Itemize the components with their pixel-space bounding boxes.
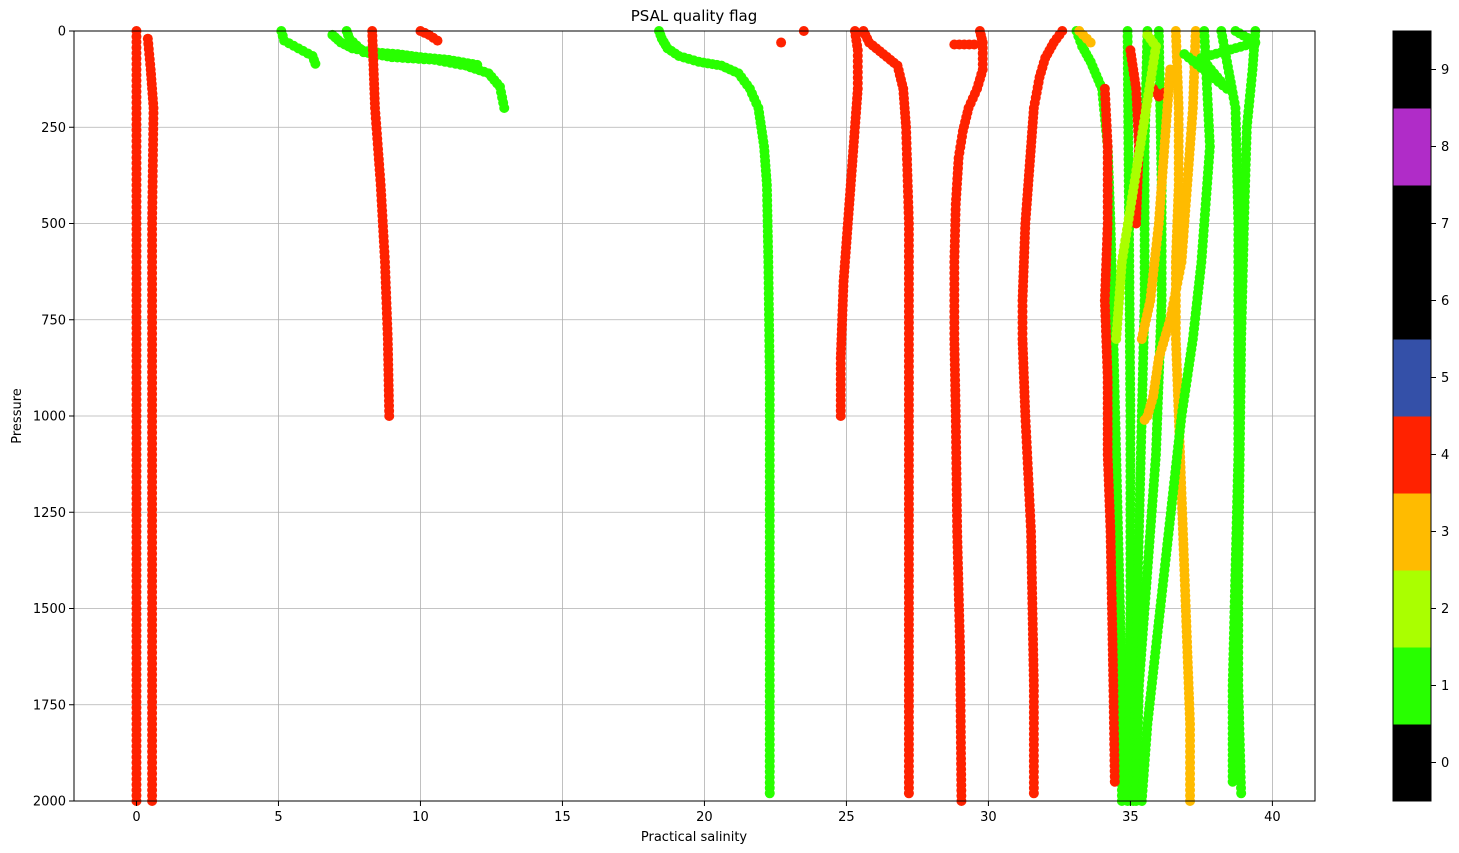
scatter-marks (131, 26, 1261, 806)
x-tick-label: 40 (1264, 810, 1281, 825)
data-point (776, 37, 787, 48)
y-axis-label: Pressure (10, 388, 25, 444)
colorbar-tick-label: 7 (1441, 217, 1449, 232)
colorbar-segment (1393, 416, 1431, 494)
data-point (1028, 788, 1039, 799)
colorbar-segment (1393, 339, 1431, 417)
y-tick-label: 1000 (33, 410, 66, 425)
data-point (1227, 776, 1238, 787)
y-axis: 0 250 500 750 1000 1250 1500 1750 2000 (33, 25, 74, 810)
data-point (384, 411, 395, 421)
series-flag-2 (1111, 29, 1161, 344)
series-flag-4 (949, 26, 988, 806)
colorbar-tick-label: 5 (1441, 371, 1449, 386)
colorbar-segment (1393, 185, 1431, 263)
colorbar-segment (1393, 570, 1431, 648)
y-tick-label: 0 (58, 25, 66, 40)
colorbar: 0 1 2 3 4 5 6 7 8 9 (1392, 30, 1449, 802)
series-flag-4 (949, 39, 980, 50)
series-flag-3 (1139, 26, 1201, 425)
series-flag-1 (1136, 26, 1215, 806)
colorbar-tick-label: 1 (1441, 679, 1449, 694)
data-point (1111, 334, 1122, 344)
series-flag-1 (1233, 26, 1261, 799)
colorbar-tick-label: 8 (1441, 140, 1449, 155)
colorbar-tick-label: 6 (1441, 294, 1449, 309)
data-point (432, 35, 443, 46)
x-axis: 0 5 10 15 20 25 30 35 40 (132, 801, 1281, 825)
colorbar-segment (1393, 262, 1431, 340)
y-tick-label: 500 (41, 217, 66, 232)
y-tick-label: 1500 (33, 602, 66, 617)
series-flag-4 (142, 33, 159, 806)
series-flag-4 (858, 26, 914, 799)
x-tick-label: 30 (980, 810, 997, 825)
data-point (310, 58, 321, 69)
colorbar-tick-label: 4 (1441, 448, 1449, 463)
series-flag-1 (1179, 26, 1261, 94)
series-flag-1 (276, 26, 321, 69)
series-flag-4 (131, 26, 142, 806)
y-tick-label: 2000 (33, 795, 66, 810)
series-flag-4 (1099, 83, 1120, 787)
colorbar-segment (1393, 108, 1431, 186)
colorbar-tick-label: 3 (1441, 525, 1449, 540)
data-point (835, 411, 846, 421)
series-flag-4 (367, 26, 395, 421)
data-point (1085, 37, 1096, 48)
colorbar-tick-label: 9 (1441, 63, 1449, 78)
series-flag-1 (341, 26, 510, 113)
x-tick-label: 15 (554, 810, 571, 825)
x-tick-label: 0 (132, 810, 140, 825)
y-tick-label: 750 (41, 313, 66, 328)
x-tick-label: 20 (696, 810, 713, 825)
y-tick-label: 250 (41, 121, 66, 136)
data-point (903, 788, 914, 799)
y-tick-label: 1250 (33, 506, 66, 521)
colorbar-segment (1393, 724, 1431, 802)
data-point (1139, 414, 1150, 425)
data-point (969, 39, 980, 50)
y-tick-label: 1750 (33, 698, 66, 713)
colorbar-frame (1392, 30, 1432, 802)
series-flag-4 (1017, 26, 1068, 799)
data-point (1131, 218, 1142, 229)
colorbar-segment (1393, 31, 1431, 109)
data-point (1109, 776, 1120, 787)
data-point (499, 103, 510, 113)
series-flag-4 (776, 37, 787, 48)
colorbar-segment (1393, 647, 1431, 725)
x-tick-label: 5 (274, 810, 282, 825)
series-flag-3 (1136, 64, 1176, 344)
x-tick-label: 10 (412, 810, 429, 825)
series-flag-4 (415, 26, 443, 46)
x-tick-label: 35 (1122, 810, 1139, 825)
data-point (1136, 334, 1147, 344)
colorbar-tick-label: 2 (1441, 602, 1449, 617)
colorbar-segment (1393, 493, 1431, 571)
x-tick-label: 25 (838, 810, 855, 825)
data-point (1236, 788, 1247, 799)
chart-title: PSAL quality flag (631, 7, 757, 25)
data-point (1204, 68, 1215, 79)
data-point (764, 788, 775, 799)
series-flag-4 (835, 26, 863, 421)
series-flag-1 (654, 26, 775, 799)
colorbar-tick-label: 0 (1441, 756, 1449, 771)
x-axis-label: Practical salinity (641, 830, 748, 845)
